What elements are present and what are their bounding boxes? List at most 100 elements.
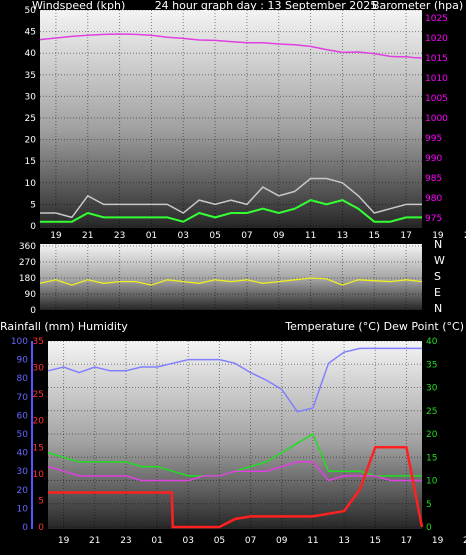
- baro-tick-label: 1025: [425, 14, 448, 24]
- rain-tick-label: 0: [38, 523, 44, 533]
- barometer-series-line: [39, 33, 423, 59]
- rain-tick-label: 30: [33, 364, 45, 374]
- temp-tick-label: 25: [426, 407, 437, 417]
- compass-label: W: [434, 254, 445, 267]
- x-tick-label: 21: [464, 231, 466, 241]
- temp-tick-label: 35: [426, 360, 437, 370]
- direction-tick-label: 180: [19, 274, 36, 284]
- barometer-axis-label: Barometer (hpa): [372, 0, 463, 12]
- temp-tick-label: 15: [426, 453, 437, 463]
- temp-dewpoint-axis-label: Temperature (°C) Dew Point (°C): [284, 320, 464, 333]
- direction-tick-label: 90: [25, 290, 37, 300]
- wind-plot-area: [40, 10, 422, 228]
- x-tick-label: 19: [58, 536, 70, 546]
- x-tick-label: 21: [89, 536, 100, 546]
- humidity-tick-label: 60: [17, 411, 29, 421]
- rain-tick-label: 25: [33, 390, 44, 400]
- rain-tick-label: 20: [33, 417, 45, 427]
- rain-tick-label: 35: [33, 337, 44, 347]
- x-tick-label: 11: [307, 536, 318, 546]
- baro-tick-label: 995: [425, 134, 442, 144]
- baro-tick-label: 985: [425, 174, 442, 184]
- baro-tick-label: 1010: [425, 74, 448, 84]
- humidity-tick-label: 100: [11, 337, 28, 347]
- x-tick-label: 01: [146, 231, 157, 241]
- x-tick-label: 19: [50, 231, 62, 241]
- humidity-tick-label: 10: [17, 504, 29, 514]
- x-tick-label: 07: [245, 536, 256, 546]
- wind-tick-label: 45: [25, 28, 36, 38]
- wind-tick-label: 5: [30, 200, 36, 210]
- x-tick-label: 15: [370, 536, 381, 546]
- rain-tick-label: 10: [33, 470, 45, 480]
- humidity-tick-label: 0: [22, 523, 28, 533]
- temp-plot-area: [48, 341, 422, 529]
- baro-tick-label: 1015: [425, 54, 448, 64]
- wind-tick-label: 50: [25, 6, 37, 16]
- rainfall-series-line: [48, 446, 424, 529]
- wind-tick-label: 10: [25, 179, 37, 189]
- windspeed-series-line: [40, 199, 422, 223]
- humidity-tick-label: 80: [17, 374, 29, 384]
- x-tick-label: 11: [305, 231, 316, 241]
- baro-tick-label: 1000: [425, 114, 448, 124]
- humidity-tick-label: 50: [17, 430, 29, 440]
- baro-tick-label: 975: [425, 214, 442, 224]
- rain-humidity-axis-label: Rainfall (mm) Humidity: [0, 320, 128, 333]
- x-tick-label: 09: [276, 536, 288, 546]
- temp-tick-label: 30: [426, 384, 438, 394]
- x-tick-label: 13: [338, 536, 349, 546]
- x-tick-label: 19: [432, 231, 444, 241]
- wind-tick-label: 25: [25, 114, 36, 124]
- direction-tick-label: 360: [19, 242, 36, 252]
- x-tick-label: 09: [273, 231, 285, 241]
- x-tick-label: 17: [401, 536, 412, 546]
- compass-label: N: [434, 238, 442, 251]
- baro-tick-label: 1005: [425, 94, 448, 104]
- x-tick-label: 21: [82, 231, 93, 241]
- temp-tick-label: 20: [426, 430, 438, 440]
- humidity-tick-label: 90: [17, 356, 29, 366]
- direction-plot-area: [40, 244, 422, 310]
- rain-tick-label: 15: [33, 443, 44, 453]
- baro-tick-label: 1020: [425, 34, 448, 44]
- temp-tick-label: 0: [426, 523, 432, 533]
- windspeed-axis-label: Windspeed (kph): [32, 0, 125, 12]
- wind-baro-panel: Windspeed (kph) 24 hour graph day : 13 S…: [25, 0, 466, 241]
- humidity-tick-label: 70: [17, 393, 29, 403]
- x-tick-label: 23: [114, 231, 125, 241]
- direction-tick-label: 270: [19, 258, 36, 268]
- wind-tick-label: 0: [30, 222, 36, 232]
- wind-tick-label: 20: [25, 136, 37, 146]
- temp-tick-label: 5: [426, 500, 432, 510]
- x-tick-label: 19: [432, 536, 444, 546]
- wind-tick-label: 15: [25, 157, 36, 167]
- wind-tick-label: 35: [25, 71, 36, 81]
- baro-tick-label: 980: [425, 194, 442, 204]
- x-tick-label: 17: [400, 231, 411, 241]
- x-tick-label: 05: [209, 231, 220, 241]
- x-tick-label: 07: [241, 231, 252, 241]
- temp-tick-label: 10: [426, 477, 438, 487]
- wind-tick-label: 40: [25, 49, 37, 59]
- humidity-tick-label: 30: [17, 467, 29, 477]
- humidity-tick-label: 40: [17, 449, 29, 459]
- dewpoint-series-line: [47, 461, 422, 482]
- wind-tick-label: 30: [25, 92, 37, 102]
- temp-humidity-panel: Rainfall (mm) Humidity Temperature (°C) …: [0, 320, 466, 546]
- graph-title: 24 hour graph day : 13 September 2025: [155, 0, 378, 12]
- x-tick-label: 03: [183, 536, 194, 546]
- compass-label: S: [434, 270, 441, 283]
- x-tick-label: 05: [214, 536, 225, 546]
- gust-series-line: [40, 177, 422, 219]
- humidity-series-line: [47, 347, 422, 413]
- wind-direction-series-line: [39, 277, 423, 286]
- x-tick-label: 23: [120, 536, 131, 546]
- x-tick-label: 15: [369, 231, 380, 241]
- direction-tick-label: 0: [30, 306, 36, 316]
- compass-label: E: [434, 286, 441, 299]
- baro-tick-label: 990: [425, 154, 442, 164]
- temp-tick-label: 40: [426, 337, 438, 347]
